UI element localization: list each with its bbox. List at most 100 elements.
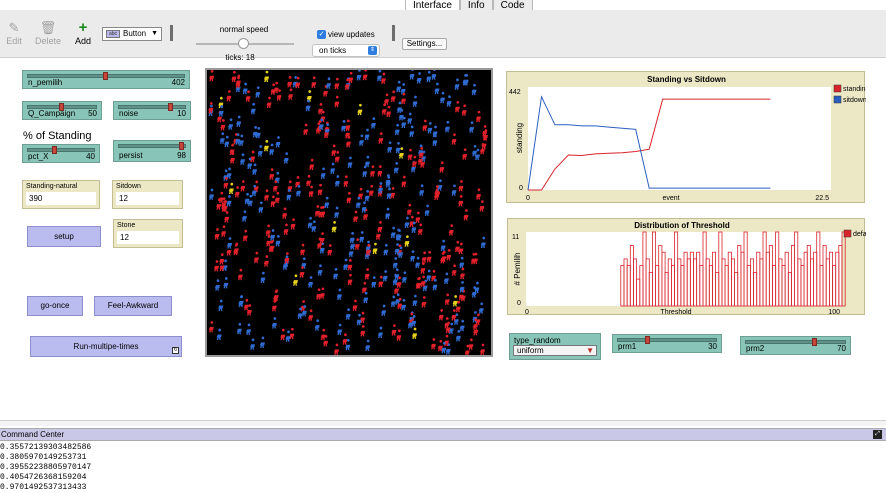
slider-knob[interactable] [811,338,817,346]
slider-q-campaign[interactable]: Q_Campaign 50 [22,101,102,120]
person-agent [444,293,450,305]
delete-button[interactable]: 🗑 Delete [28,20,68,46]
person-agent [355,196,361,209]
person-agent [415,211,421,223]
person-agent [378,275,384,288]
speed-slider-knob[interactable] [238,38,249,49]
person-agent [407,148,413,161]
x-axis-label: Threshold [660,309,691,316]
person-agent [390,90,396,102]
slider-track[interactable] [27,148,95,152]
person-agent [431,269,437,282]
world-view[interactable] [205,68,493,357]
go-once-button[interactable]: go-once [27,296,83,316]
delete-label: Delete [34,36,61,46]
person-agent [464,344,470,355]
person-agent [247,194,253,207]
chooser-type-random[interactable]: type_random uniform ▼ [509,333,601,360]
slider-track[interactable] [118,105,186,109]
person-agent [395,293,401,305]
person-agent [432,134,438,146]
command-center-resize-handle[interactable] [0,420,886,426]
widget-type-select[interactable]: abc Button ▼ [102,27,162,41]
person-agent [334,95,340,108]
person-agent [316,237,322,249]
person-agent [221,200,227,212]
slider-value: 10 [177,109,186,118]
slider-track[interactable] [617,338,717,342]
slider-knob[interactable] [645,336,651,344]
person-agent [401,299,407,311]
person-agent [228,182,234,195]
person-agent [453,313,459,325]
person-agent [218,191,224,203]
chevron-updown-icon: ⇕ [368,46,377,55]
person-agent [372,242,378,255]
person-agent [394,268,400,280]
monitor-standing-natural: Standing-natural 390 [22,180,100,209]
person-agent [357,103,363,116]
person-agent [474,281,480,293]
person-agent [459,267,465,279]
slider-n-pemilih[interactable]: n_pemilih 402 [22,70,190,89]
person-agent [274,191,280,204]
checkbox-checked-icon[interactable]: ✓ [317,30,326,40]
person-agent [303,123,309,135]
person-agent [419,184,425,196]
person-agent [345,135,351,148]
slider-knob[interactable] [59,103,64,111]
maximize-icon[interactable]: ⤢ [873,430,882,439]
person-agent [255,86,261,98]
person-agent [208,321,214,333]
person-agent [347,156,353,168]
person-agent [208,102,214,114]
person-agent [219,259,225,272]
person-agent [400,83,406,95]
add-button[interactable]: + Add [63,20,103,47]
update-mode-select[interactable]: on ticks ⇕ [312,44,380,57]
person-agent [345,338,351,351]
slider-knob[interactable] [178,142,184,150]
person-agent [342,333,348,345]
person-agent [324,123,330,135]
person-agent [474,148,480,160]
view-updates-toggle[interactable]: ✓ view updates [317,30,375,40]
person-agent [386,187,392,199]
chooser-value-box[interactable]: uniform ▼ [513,345,597,356]
button-widget-icon: abc [106,30,120,38]
slider-knob[interactable] [103,72,108,80]
person-agent [375,228,381,240]
person-agent [238,295,244,307]
slider-knob[interactable] [51,146,57,154]
slider-persist[interactable]: persist 98 [113,140,191,162]
person-agent [452,295,458,307]
person-agent [282,207,288,219]
person-agent [412,294,418,306]
person-agent [288,88,294,100]
slider-knob[interactable] [167,103,173,111]
person-agent [218,299,224,311]
person-agent [356,313,362,326]
person-agent [260,271,266,284]
setup-button[interactable]: setup [27,226,101,247]
person-agent [396,80,402,93]
histogram-bar [841,231,846,307]
slider-track[interactable] [745,340,846,344]
person-agent [437,339,443,352]
monitor-sitdown: Sitdown 12 [112,180,183,209]
settings-button[interactable]: Settings... [402,38,447,50]
slider-prm2[interactable]: prm2 70 [740,336,851,355]
feel-awkward-button[interactable]: Feel-Awkward [94,296,172,316]
person-agent [323,335,329,347]
run-multiple-times-button[interactable]: Run-multipe-times ↻ [30,336,182,357]
edit-button[interactable]: ✎ Edit [0,20,34,46]
y-max-label: 11 [512,234,519,241]
slider-track[interactable] [118,144,186,148]
person-agent [250,102,256,115]
slider-noise[interactable]: noise 10 [113,101,191,120]
person-agent [396,329,402,341]
slider-prm1[interactable]: prm1 30 [612,334,722,353]
legend-swatch [833,84,842,93]
slider-name: persist [119,151,143,160]
slider-pct-x[interactable]: pct_X 40 [22,144,100,163]
